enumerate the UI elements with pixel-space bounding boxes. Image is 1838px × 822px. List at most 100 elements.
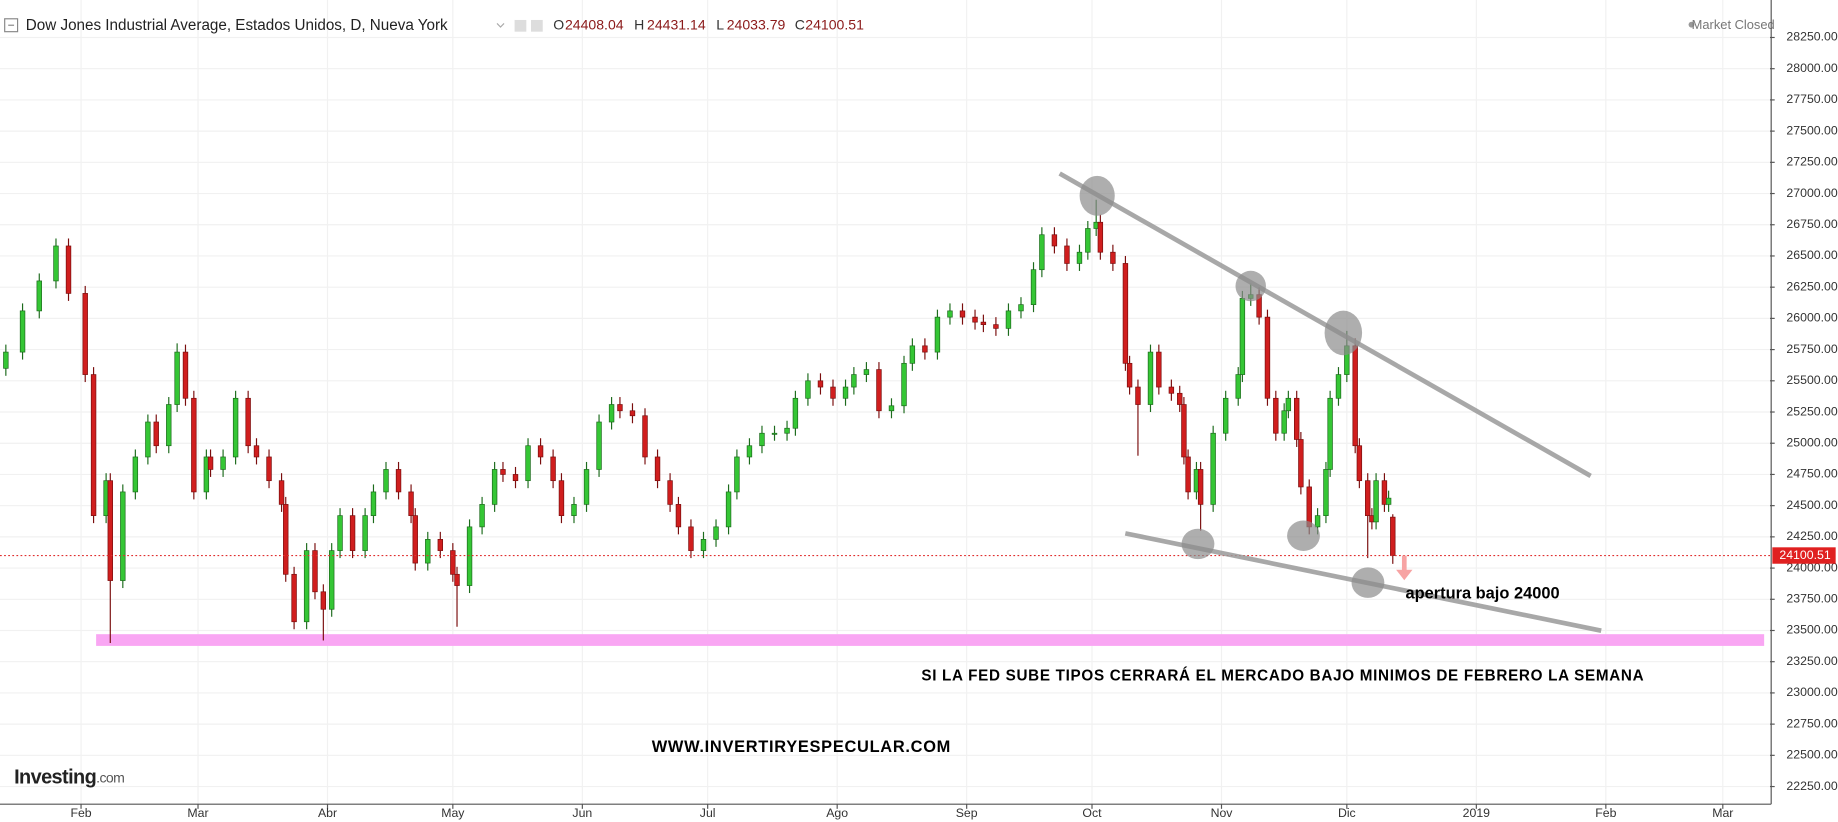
y-tick-label: 26500.00 (1786, 248, 1837, 262)
candle-body (253, 445, 260, 458)
x-tick-label: Dic (1338, 806, 1356, 820)
candle-body (934, 316, 941, 353)
candle-body (412, 515, 418, 564)
status-dot (1688, 21, 1695, 28)
candle-body (312, 550, 318, 593)
candle-body (1327, 397, 1333, 470)
candle-body (1352, 345, 1358, 447)
candle-body (454, 573, 460, 586)
high-label: H (634, 17, 644, 33)
x-tick-label: Mar (1712, 806, 1733, 820)
candle-body (1373, 480, 1379, 523)
settings-icon[interactable] (514, 19, 527, 32)
collapse-icon[interactable] (4, 18, 19, 33)
y-tick-label: 24250.00 (1786, 529, 1837, 543)
candle-body (1110, 251, 1116, 264)
candle-body (437, 539, 444, 551)
candle-body (1298, 439, 1304, 488)
candle-body (266, 456, 272, 482)
y-tick-label: 25500.00 (1786, 373, 1837, 387)
y-tick-label: 27500.00 (1786, 123, 1837, 137)
candle-body (525, 445, 531, 482)
candle-body (1051, 234, 1058, 247)
open-label: O (553, 17, 564, 33)
candle-body (1126, 362, 1133, 388)
x-tick-label: Jun (572, 806, 592, 820)
candle-body (1039, 234, 1045, 271)
candle-body (512, 474, 519, 482)
candle-body (166, 404, 172, 447)
market-status: Market Closed (1692, 17, 1775, 32)
y-tick-label: 23250.00 (1786, 654, 1837, 668)
y-tick-label: 26000.00 (1786, 311, 1837, 325)
candle-body (491, 469, 498, 505)
y-tick-label: 28250.00 (1786, 30, 1837, 44)
candle-body (746, 445, 753, 458)
candle-body (362, 515, 368, 551)
candle-body (1177, 392, 1183, 405)
candle-body (479, 504, 485, 528)
touch-point (1324, 310, 1363, 356)
candle-body (851, 374, 857, 388)
x-tick-label: Feb (1595, 806, 1616, 820)
candle-body (153, 421, 159, 447)
candle-body (909, 345, 916, 364)
last-price-label: 24100.51 (1779, 548, 1830, 562)
candle-body (1281, 410, 1287, 434)
candle-body (36, 280, 42, 312)
candle-body (1064, 245, 1070, 264)
candle-body (1185, 456, 1191, 493)
y-tick-label: 25750.00 (1786, 342, 1837, 356)
dropdown-icon[interactable] (496, 23, 505, 28)
close-value: 24100.51 (805, 17, 864, 33)
candle-body (328, 550, 335, 610)
candle-body (771, 432, 778, 435)
candle-body (65, 245, 72, 294)
candles (0, 199, 1771, 643)
candle-body (1156, 351, 1162, 388)
candle-body (1097, 221, 1104, 253)
candle-body (303, 550, 310, 623)
candle-body (1122, 263, 1129, 364)
candle-body (1030, 269, 1037, 306)
y-tick-label: 28000.00 (1786, 61, 1837, 75)
candle-body (629, 410, 636, 417)
last-price-box (1772, 547, 1836, 564)
candle-body (550, 456, 556, 482)
y-tick-label: 25000.00 (1786, 435, 1837, 449)
down-arrow (1396, 555, 1413, 581)
chart-title: Dow Jones Industrial Average, Estados Un… (26, 17, 448, 34)
candle-body (888, 405, 895, 412)
candle-body (349, 515, 356, 551)
candle-body (713, 526, 719, 540)
candle-body (1147, 351, 1154, 405)
candle-body (1235, 374, 1241, 399)
y-tick-label: 26750.00 (1786, 217, 1837, 231)
candle-body (145, 421, 151, 458)
candle-body (725, 491, 732, 528)
candle-body (583, 469, 590, 505)
x-tick-label: Mar (187, 806, 208, 820)
candle-body (1264, 316, 1271, 399)
candle-body (425, 539, 431, 564)
candle-body (291, 573, 297, 623)
candle-body (232, 397, 239, 458)
candle-body (1085, 228, 1091, 253)
candle-body (283, 504, 289, 575)
candle-body (1365, 480, 1371, 516)
hide-icon[interactable] (531, 19, 543, 32)
candle-body (1285, 397, 1292, 412)
candle-body (947, 310, 953, 318)
candle-body (1335, 374, 1342, 399)
candle-body (863, 369, 870, 375)
candle-body (1385, 497, 1392, 505)
candle-body (466, 526, 473, 586)
candle-body (191, 397, 197, 493)
x-tick-label: Oct (1082, 806, 1102, 820)
candle-body (182, 351, 189, 399)
candle-body (1381, 480, 1388, 505)
candle-body (1356, 445, 1363, 482)
candle-body (667, 480, 673, 505)
